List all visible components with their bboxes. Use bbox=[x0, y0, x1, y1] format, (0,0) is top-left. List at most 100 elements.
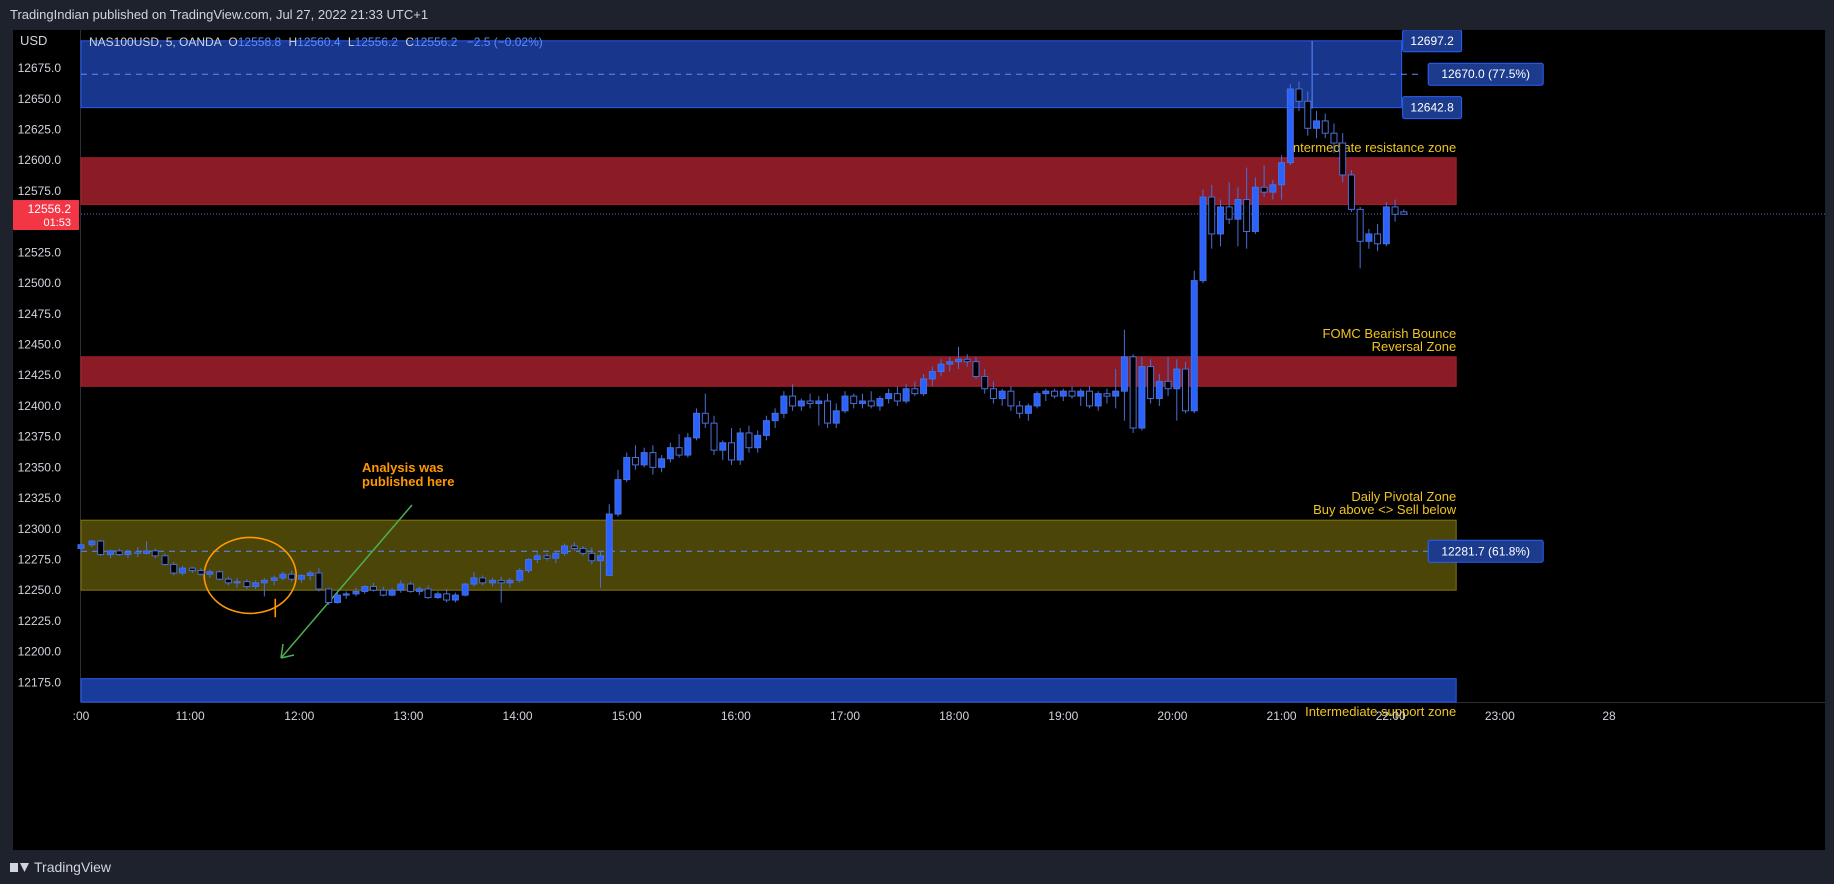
candle-body[interactable] bbox=[1182, 368, 1190, 412]
candle-body[interactable] bbox=[1243, 199, 1251, 232]
candle-body[interactable] bbox=[106, 550, 114, 556]
zone-rect-2[interactable] bbox=[80, 356, 1457, 387]
candle-body[interactable] bbox=[461, 583, 469, 596]
candle-body[interactable] bbox=[1164, 380, 1172, 390]
candle-body[interactable] bbox=[1260, 186, 1268, 193]
candle-body[interactable] bbox=[479, 577, 487, 584]
candle-body[interactable] bbox=[780, 395, 788, 414]
candle-body[interactable] bbox=[1024, 405, 1032, 414]
candle-body[interactable] bbox=[893, 393, 901, 402]
candle-body[interactable] bbox=[1330, 132, 1338, 144]
candle-body[interactable] bbox=[998, 390, 1006, 400]
candle-body[interactable] bbox=[77, 544, 85, 549]
candle-body[interactable] bbox=[920, 378, 928, 395]
candle-body[interactable] bbox=[443, 593, 451, 601]
candle-body[interactable] bbox=[1068, 390, 1076, 397]
candle-body[interactable] bbox=[1278, 162, 1286, 186]
candle-body[interactable] bbox=[379, 589, 387, 596]
candle-body[interactable] bbox=[533, 555, 541, 560]
candle-body[interactable] bbox=[981, 375, 989, 390]
zone-rect-1[interactable] bbox=[80, 157, 1457, 205]
candle-body[interactable] bbox=[693, 412, 701, 439]
chart-area[interactable]: Intermediate resistance zone FOMC Bearish… bbox=[13, 30, 1825, 850]
candle-body[interactable] bbox=[762, 420, 770, 436]
candle-body[interactable] bbox=[1304, 100, 1312, 129]
candle-body[interactable] bbox=[1147, 366, 1155, 400]
candle-body[interactable] bbox=[206, 571, 214, 575]
candle-body[interactable] bbox=[361, 586, 369, 592]
candle-body[interactable] bbox=[1208, 196, 1216, 235]
candlestick-chart[interactable]: Intermediate resistance zone FOMC Bearish… bbox=[13, 30, 1825, 850]
candle-body[interactable] bbox=[233, 581, 241, 584]
candle-body[interactable] bbox=[858, 400, 866, 404]
candle-body[interactable] bbox=[972, 361, 980, 377]
candle-body[interactable] bbox=[1295, 88, 1303, 102]
candle-body[interactable] bbox=[552, 552, 560, 559]
candle-body[interactable] bbox=[841, 395, 849, 412]
candle-body[interactable] bbox=[824, 400, 832, 424]
candle-body[interactable] bbox=[701, 412, 709, 424]
zone-rect-4[interactable] bbox=[80, 678, 1457, 703]
candle-body[interactable] bbox=[170, 563, 178, 574]
candle-body[interactable] bbox=[1007, 390, 1015, 407]
candle-body[interactable] bbox=[288, 573, 296, 580]
candle-body[interactable] bbox=[885, 393, 893, 400]
candle-body[interactable] bbox=[614, 479, 622, 515]
candle-body[interactable] bbox=[388, 589, 396, 596]
candle-body[interactable] bbox=[675, 447, 683, 456]
candle-body[interactable] bbox=[1103, 393, 1111, 397]
candle-body[interactable] bbox=[963, 358, 971, 363]
candle-body[interactable] bbox=[1225, 206, 1233, 220]
candle-body[interactable] bbox=[1077, 390, 1085, 397]
candle-body[interactable] bbox=[260, 579, 268, 584]
candle-body[interactable] bbox=[1051, 390, 1059, 397]
candle-body[interactable] bbox=[937, 363, 945, 373]
candle-body[interactable] bbox=[1016, 405, 1024, 414]
candle-body[interactable] bbox=[867, 400, 875, 407]
candle-body[interactable] bbox=[333, 594, 341, 603]
candle-body[interactable] bbox=[434, 593, 442, 599]
candle-body[interactable] bbox=[1391, 206, 1399, 215]
candle-body[interactable] bbox=[243, 581, 251, 588]
candle-body[interactable] bbox=[597, 555, 605, 562]
candle-body[interactable] bbox=[570, 545, 578, 549]
candle-body[interactable] bbox=[415, 588, 423, 592]
candle-body[interactable] bbox=[407, 583, 415, 592]
candle-body[interactable] bbox=[88, 540, 96, 546]
candle-body[interactable] bbox=[710, 422, 718, 451]
candle-body[interactable] bbox=[1190, 280, 1198, 412]
candle-body[interactable] bbox=[605, 513, 613, 576]
candle-body[interactable] bbox=[1312, 120, 1320, 129]
candle-body[interactable] bbox=[928, 371, 936, 380]
candle-body[interactable] bbox=[658, 458, 666, 468]
candle-body[interactable] bbox=[1059, 390, 1067, 397]
candle-body[interactable] bbox=[1120, 356, 1128, 392]
candle-body[interactable] bbox=[1085, 390, 1093, 407]
candle-body[interactable] bbox=[946, 361, 954, 365]
candle-body[interactable] bbox=[306, 572, 314, 576]
candle-body[interactable] bbox=[789, 395, 797, 407]
candle-body[interactable] bbox=[588, 552, 596, 562]
candle-body[interactable] bbox=[142, 550, 150, 554]
candle-body[interactable] bbox=[1374, 233, 1382, 245]
candle-body[interactable] bbox=[754, 434, 762, 449]
candle-body[interactable] bbox=[252, 582, 260, 588]
candle-body[interactable] bbox=[497, 579, 505, 584]
candle-body[interactable] bbox=[115, 550, 123, 556]
candle-body[interactable] bbox=[1400, 211, 1408, 215]
candle-body[interactable] bbox=[719, 442, 727, 451]
candle-body[interactable] bbox=[640, 452, 648, 466]
candle-body[interactable] bbox=[736, 432, 744, 461]
candle-body[interactable] bbox=[1356, 208, 1364, 242]
candle-body[interactable] bbox=[902, 388, 910, 402]
candle-body[interactable] bbox=[1365, 233, 1373, 242]
candle-body[interactable] bbox=[955, 358, 963, 363]
candle-body[interactable] bbox=[179, 567, 187, 574]
candle-body[interactable] bbox=[1033, 393, 1041, 407]
candle-body[interactable] bbox=[1138, 366, 1146, 429]
candle-body[interactable] bbox=[745, 432, 753, 449]
candle-body[interactable] bbox=[134, 551, 142, 554]
candle-body[interactable] bbox=[806, 400, 814, 404]
candle-body[interactable] bbox=[631, 457, 639, 466]
candle-body[interactable] bbox=[989, 388, 997, 400]
